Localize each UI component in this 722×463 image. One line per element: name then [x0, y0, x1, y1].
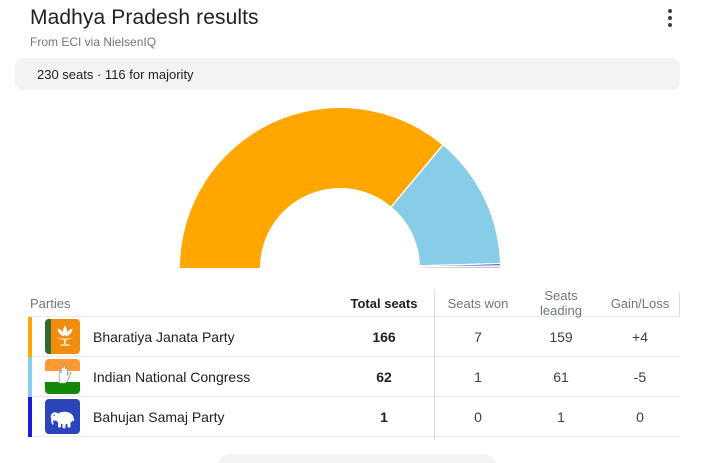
header-total-seats: Total seats: [350, 295, 418, 311]
table-row-bsp: Bahujan Samaj Party 1 0 1 0: [28, 397, 680, 437]
cell-seats-leading: 1: [557, 408, 565, 425]
inc-hand-logo: [45, 359, 80, 394]
kebab-menu-icon[interactable]: [656, 4, 684, 32]
party-name: Bahujan Samaj Party: [93, 408, 225, 425]
party-name: Indian National Congress: [93, 368, 251, 385]
cell-gain-loss: +4: [632, 328, 648, 345]
header-right-divider: [679, 292, 680, 317]
party-accent-bar: [28, 317, 32, 357]
segment-gap-line: [390, 144, 444, 208]
half-donut-chart: [0, 95, 722, 275]
cell-gain-loss: 0: [636, 408, 644, 425]
seats-summary-bar: 230 seats · 116 for majority: [15, 58, 680, 90]
column-group-divider: [434, 290, 435, 440]
header-parties: Parties: [30, 295, 71, 311]
header-seats-won: Seats won: [447, 295, 509, 311]
cell-seats-won: 1: [474, 368, 482, 385]
segment-gap-line: [418, 262, 501, 267]
donut-segment: [391, 145, 500, 266]
page-title: Madhya Pradesh results: [30, 6, 259, 29]
cell-total-seats: 1: [380, 408, 388, 425]
cell-gain-loss: -5: [633, 368, 647, 385]
cell-total-seats: 62: [376, 368, 392, 385]
segment-gap-line: [418, 265, 501, 268]
show-more-pill[interactable]: [217, 454, 497, 463]
source-attribution: From ECI via NielsenIQ: [30, 35, 157, 49]
table-row-inc: Indian National Congress 62 1 61 -5: [28, 357, 680, 397]
bsp-elephant-logo: [45, 399, 80, 434]
results-table: Parties Total seats Seats won Seats lead…: [28, 288, 680, 437]
cell-seats-won: 7: [474, 328, 482, 345]
party-accent-bar: [28, 357, 32, 397]
table-header-row: Parties Total seats Seats won Seats lead…: [28, 288, 680, 318]
bjp-lotus-logo: [45, 319, 80, 354]
cell-total-seats: 166: [372, 328, 396, 345]
header-seats-leading: Seats leading: [540, 288, 582, 318]
party-name: Bharatiya Janata Party: [93, 328, 235, 345]
party-accent-bar: [28, 397, 32, 437]
donut-segment: [180, 108, 443, 268]
table-row-bjp: Bharatiya Janata Party 166 7 159 +4: [28, 317, 680, 357]
cell-seats-won: 0: [474, 408, 482, 425]
cell-seats-leading: 159: [549, 328, 573, 345]
header-gain-loss: Gain/Loss: [610, 295, 670, 311]
seats-summary-text: 230 seats · 116 for majority: [37, 66, 194, 82]
cell-seats-leading: 61: [553, 368, 569, 385]
